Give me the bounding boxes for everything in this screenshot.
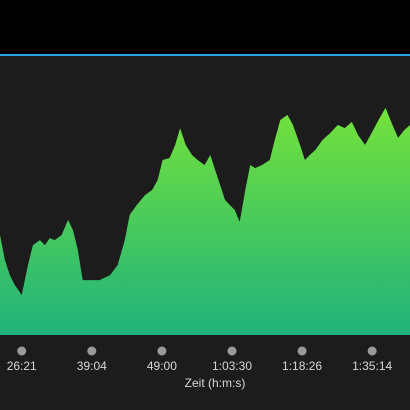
x-axis-title: Zeit (h:m:s)	[185, 376, 246, 390]
x-tick-label: 39:04	[77, 359, 107, 373]
divider	[0, 54, 410, 56]
x-tick-dot	[87, 346, 97, 356]
x-tick-dot	[17, 346, 27, 356]
x-tick-label: 1:03:30	[212, 359, 252, 373]
x-tick-label: 1:35:14	[352, 359, 392, 373]
x-tick-label: 26:21	[7, 359, 37, 373]
x-tick-dot	[297, 346, 307, 356]
x-tick-label: 49:00	[147, 359, 177, 373]
x-tick-dot	[227, 346, 237, 356]
x-tick-dot	[367, 346, 377, 356]
x-tick-label: 1:18:26	[282, 359, 322, 373]
area	[0, 107, 410, 336]
x-tick-dot	[157, 346, 167, 356]
top-bar	[0, 0, 410, 55]
